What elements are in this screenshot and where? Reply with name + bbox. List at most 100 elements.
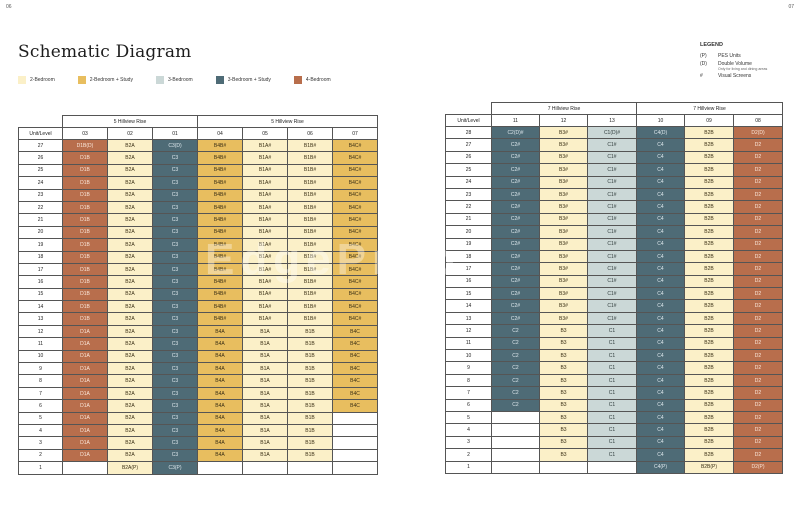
level-label: 12 <box>18 324 63 339</box>
table-row: 25 D1B B2A C3 B4B# B1A# B1B# B4C# <box>18 163 379 178</box>
unit-cell: B4A <box>197 324 243 339</box>
unit-cell: D2 <box>733 237 783 251</box>
table-row: 4 B3 C1 C4 B2B D2 <box>445 423 783 437</box>
level-label: 16 <box>18 275 63 289</box>
unit-cell: C1 <box>587 349 637 363</box>
unit-cell: C1# <box>587 225 637 239</box>
unit-cell: D1B(D) <box>62 138 108 153</box>
unit-cell: B4A <box>197 362 243 376</box>
legend-label: 3-Bedroom + Study <box>227 77 271 83</box>
level-label: 22 <box>445 200 492 214</box>
unit-cell: B4B# <box>197 176 243 190</box>
level-label: 23 <box>445 187 492 202</box>
unit-cell: C1# <box>587 299 637 313</box>
unit-cell: D2 <box>733 410 783 425</box>
table-row: 27 D1B(D) B2A C3(D) B4B# B1A# B1B# B4C# <box>18 138 379 153</box>
unit-cell: B2A <box>107 386 153 401</box>
table-row: 13 D1B B2A C3 B4B# B1A# B1B# B4C# <box>18 312 379 326</box>
unit-cell: C1 <box>587 398 637 413</box>
unit-cell: B4B# <box>197 188 243 202</box>
table-row: 2 B3 C1 C4 B2B D2 <box>445 448 783 462</box>
block-header-row: 7 Hillview Rise 7 Hillview Rise <box>446 102 783 115</box>
unit-cell: C2 <box>491 373 540 388</box>
unit-cell: B1A <box>242 436 288 450</box>
unit-cell: D2 <box>733 435 783 450</box>
level-label: 3 <box>18 436 63 450</box>
unit-level-header: Unit/Level <box>445 114 492 127</box>
unit-cell: B2B <box>684 324 734 338</box>
unit-cell: C3 <box>152 386 198 401</box>
unit-cell: B1B# <box>287 287 333 302</box>
unit-cell: D1B <box>62 188 108 202</box>
legend-key: (P) <box>700 53 707 59</box>
table-row: 12 C2 B3 C1 C4 B2B D2 <box>445 324 783 338</box>
unit-cell: C2# <box>491 237 540 251</box>
unit-cell: B2B <box>684 138 734 152</box>
unit-cell: B4C# <box>331 163 379 178</box>
unit-cell: D2 <box>733 287 783 301</box>
unit-cell: C4 <box>636 163 685 177</box>
level-label: 15 <box>445 287 492 301</box>
unit-cell: B3# <box>539 125 588 140</box>
column-header-row: Unit/Level 03 02 01 04 05 06 07 <box>18 127 379 140</box>
table-row: 15 C2# B3# C1# C4 B2B D2 <box>445 287 783 301</box>
legend-heading: LEGEND <box>700 42 723 48</box>
level-label: 8 <box>445 373 492 388</box>
table-row: 12 D1A B2A C3 B4A B1A B1B B4C <box>18 324 379 339</box>
table-row: 17 C2# B3# C1# C4 B2B D2 <box>445 262 783 276</box>
unit-cell <box>242 461 288 475</box>
legend-subtext: Only for living and dining areas <box>718 67 768 71</box>
unit-cell: B1B# <box>287 151 333 165</box>
unit-cell: B2A <box>107 275 153 289</box>
unit-cell: B4C# <box>331 176 379 190</box>
unit-cell: B4C <box>331 362 379 376</box>
unit-cell <box>491 460 540 474</box>
unit-cell: B4A <box>197 423 243 438</box>
unit-cell: D1B <box>62 312 108 326</box>
unit-cell: B1A <box>242 411 288 426</box>
unit-cell <box>331 411 379 426</box>
unit-cell: B2B <box>684 349 734 363</box>
unit-cell: C1# <box>587 262 637 276</box>
unit-cell: D1A <box>62 349 108 364</box>
unit-cell: B2B <box>684 448 734 462</box>
unit-cell: B3# <box>539 150 588 165</box>
unit-cell: D2 <box>733 361 783 375</box>
unit-cell: D1B <box>62 163 108 178</box>
unit-cell: B4B# <box>197 262 243 277</box>
unit-column-header: 10 <box>636 114 685 127</box>
unit-cell: D2 <box>733 336 783 351</box>
table-row: 26 C2# B3# C1# C4 B2B D2 <box>445 150 783 165</box>
unit-cell: B4C# <box>331 138 379 153</box>
unit-cell: B1A <box>242 337 288 351</box>
unit-cell: B2A <box>107 250 153 264</box>
table-row: 6 D1A B2A C3 B4A B1A B1B B4C <box>18 399 379 413</box>
unit-cell: C4 <box>636 324 685 338</box>
unit-cell: B3# <box>539 175 588 189</box>
unit-cell: B3 <box>539 361 588 375</box>
unit-cell: D1A <box>62 436 108 450</box>
unit-column-header: 11 <box>491 114 540 127</box>
unit-cell: C4 <box>636 311 685 326</box>
unit-cell: B2A <box>107 262 153 277</box>
unit-cell: B1B# <box>287 138 333 153</box>
unit-cell: B3# <box>539 287 588 301</box>
unit-cell: C4 <box>636 336 685 351</box>
unit-cell: C1 <box>587 373 637 388</box>
unit-cell: C2# <box>491 138 540 152</box>
schedule-table-5-hillview-rise: 5 Hillview Rise 5 Hillview Rise Unit/Level… <box>18 115 379 475</box>
symbol-legend: LEGEND (P) PES Units (D) Double Volume Only … <box>700 42 767 81</box>
unit-cell: C4 <box>636 410 685 425</box>
unit-cell: B3# <box>539 311 588 326</box>
unit-cell: B1B <box>287 374 333 388</box>
level-label: 24 <box>445 175 492 189</box>
level-label: 2 <box>18 448 63 463</box>
table-row: 16 C2# B3# C1# C4 B2B D2 <box>445 274 783 289</box>
table-row: 28 C2(D)# B3# C1(D)# C4(D) B2B D2(D) <box>445 125 783 140</box>
unit-cell: B4C <box>331 324 379 339</box>
table-row: 4 D1A B2A C3 B4A B1A B1B <box>18 423 379 438</box>
unit-cell <box>587 460 637 474</box>
unit-cell: B1A# <box>242 287 288 302</box>
unit-cell: B1A <box>242 324 288 339</box>
table-row: 14 D1B B2A C3 B4B# B1A# B1B# B4C# <box>18 300 379 314</box>
